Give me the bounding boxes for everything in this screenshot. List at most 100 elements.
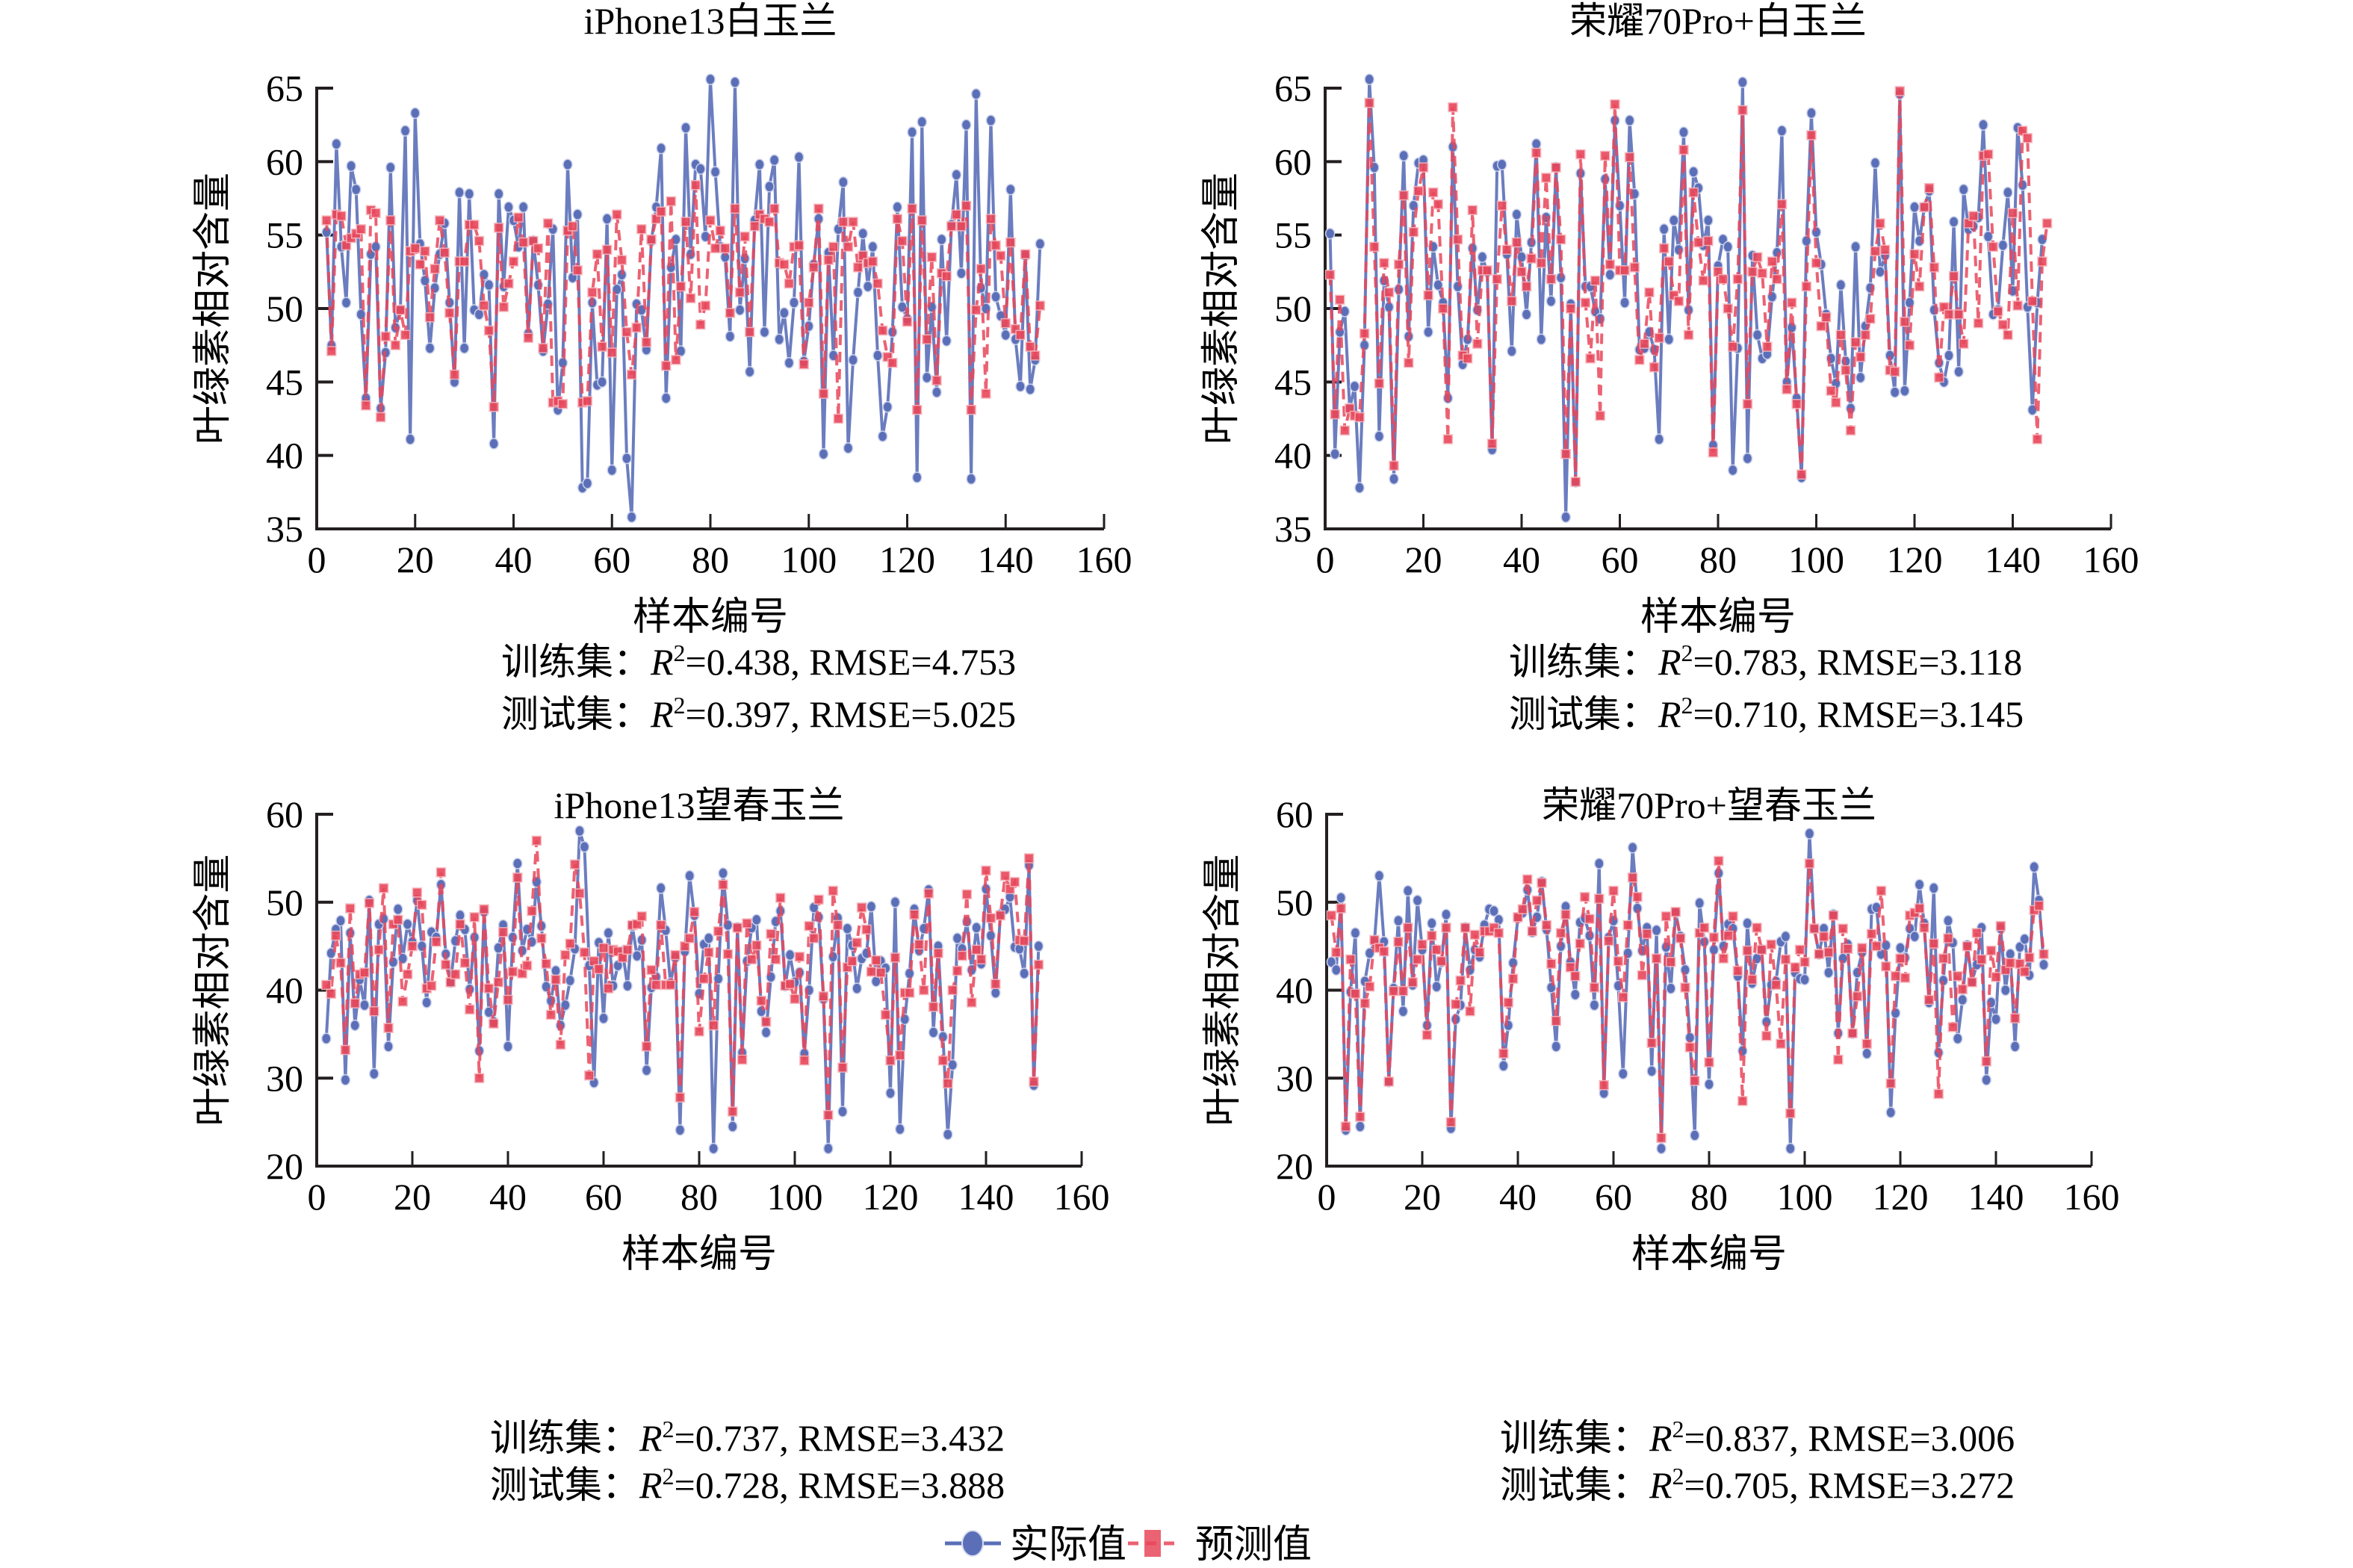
predicted-point — [1794, 944, 1805, 955]
r2-exponent: 2 — [1681, 692, 1693, 719]
r2-symbol: R — [1658, 693, 1681, 735]
predicted-point — [828, 885, 838, 896]
predicted-point — [1828, 910, 1839, 921]
actual-point — [823, 1142, 834, 1155]
test-rmse: 3.888 — [921, 1464, 1005, 1506]
train-label: 训练集： — [1500, 1417, 1649, 1459]
predicted-point — [1761, 1030, 1772, 1041]
train-rmse: 3.432 — [921, 1417, 1005, 1459]
predicted-point — [2024, 952, 2035, 963]
predicted-point — [705, 215, 716, 226]
predicted-point — [503, 994, 513, 1005]
predicted-point — [603, 983, 614, 994]
actual-point — [1885, 1106, 1896, 1118]
predicted-point — [579, 947, 590, 958]
predicted-point — [1860, 329, 1870, 341]
actual-point — [622, 979, 633, 992]
predicted-point — [2027, 296, 2038, 306]
predicted-point — [1584, 914, 1595, 924]
predicted-point — [1772, 273, 1782, 285]
predicted-point — [1757, 268, 1767, 279]
predicted-point — [493, 977, 503, 988]
predicted-point — [1330, 409, 1340, 420]
predicted-point — [1448, 102, 1458, 113]
actual-point — [754, 158, 765, 171]
predicted-point — [469, 220, 480, 230]
predicted-point — [1398, 190, 1409, 201]
y-tick-label: 50 — [1276, 881, 1313, 923]
actual-point — [1780, 930, 1791, 943]
predicted-point — [2042, 218, 2053, 229]
predicted-point — [885, 1055, 896, 1066]
predicted-point — [1914, 281, 1925, 292]
predicted-point — [1861, 1038, 1872, 1050]
predicted-point — [725, 308, 736, 318]
predicted-point — [340, 1044, 351, 1056]
predicted-point — [557, 399, 568, 409]
predicted-point — [1690, 1076, 1700, 1086]
predicted-point — [592, 249, 603, 259]
actual-point — [695, 163, 706, 175]
x-axis-label: 样本编号 — [1631, 1233, 1787, 1276]
predicted-series-line — [1330, 861, 2045, 1138]
predicted-point — [1619, 265, 1630, 276]
train-stats: 训练集：R2=0.783, RMSE=3.118 — [1509, 639, 2022, 683]
train-r2: 0.783 — [1714, 641, 1799, 683]
predicted-point — [1670, 906, 1681, 917]
predicted-point — [1546, 273, 1557, 285]
predicted-point — [1005, 237, 1016, 248]
predicted-point — [799, 1055, 810, 1066]
predicted-point — [474, 235, 485, 247]
predicted-point — [631, 322, 642, 333]
predicted-point — [1441, 923, 1451, 933]
predicted-point — [407, 941, 418, 952]
predicted-point — [700, 300, 711, 311]
actual-point — [388, 956, 399, 968]
predicted-point — [1814, 949, 1824, 959]
legend-predicted-marker-icon — [1144, 1530, 1161, 1557]
predicted-point — [1393, 259, 1404, 270]
predicted-point — [493, 223, 504, 233]
predicted-point — [1023, 853, 1035, 864]
plot-area — [1326, 828, 2049, 1155]
actual-point — [397, 952, 408, 964]
predicted-point — [531, 835, 542, 846]
actual-point — [1723, 241, 1733, 253]
x-tick-label: 0 — [308, 539, 326, 580]
actual-point — [1605, 269, 1616, 281]
actual-point — [1978, 119, 1988, 131]
predicted-point — [1919, 202, 1929, 213]
predicted-point — [1033, 959, 1044, 970]
predicted-point — [435, 867, 447, 878]
predicted-point — [1661, 911, 1672, 922]
predicted-point — [345, 903, 356, 914]
predicted-point — [1944, 309, 1954, 320]
predicted-point — [1345, 954, 1356, 965]
predicted-point — [426, 980, 437, 991]
actual-point — [1678, 126, 1689, 138]
actual-point — [751, 914, 762, 926]
predicted-point — [2012, 300, 2023, 311]
predicted-point — [784, 278, 795, 289]
predicted-point — [1501, 244, 1513, 255]
predicted-point — [587, 287, 598, 298]
predicted-point — [356, 224, 367, 235]
train-rmse: 4.753 — [932, 641, 1017, 683]
y-tick-label: 60 — [266, 140, 303, 182]
predicted-point — [1379, 258, 1389, 268]
predicted-point — [749, 221, 760, 232]
actual-point — [877, 430, 888, 442]
actual-point — [1959, 183, 1969, 196]
predicted-point — [1717, 273, 1729, 285]
actual-point — [852, 286, 864, 299]
predicted-point — [923, 888, 934, 899]
actual-point — [1688, 166, 1699, 178]
predicted-point — [523, 332, 534, 344]
actual-point — [684, 870, 695, 882]
predicted-point — [833, 413, 844, 424]
predicted-point — [1962, 941, 1973, 952]
actual-point — [454, 186, 465, 199]
predicted-point — [922, 334, 932, 345]
predicted-point — [1618, 992, 1628, 1003]
predicted-point — [892, 214, 903, 224]
